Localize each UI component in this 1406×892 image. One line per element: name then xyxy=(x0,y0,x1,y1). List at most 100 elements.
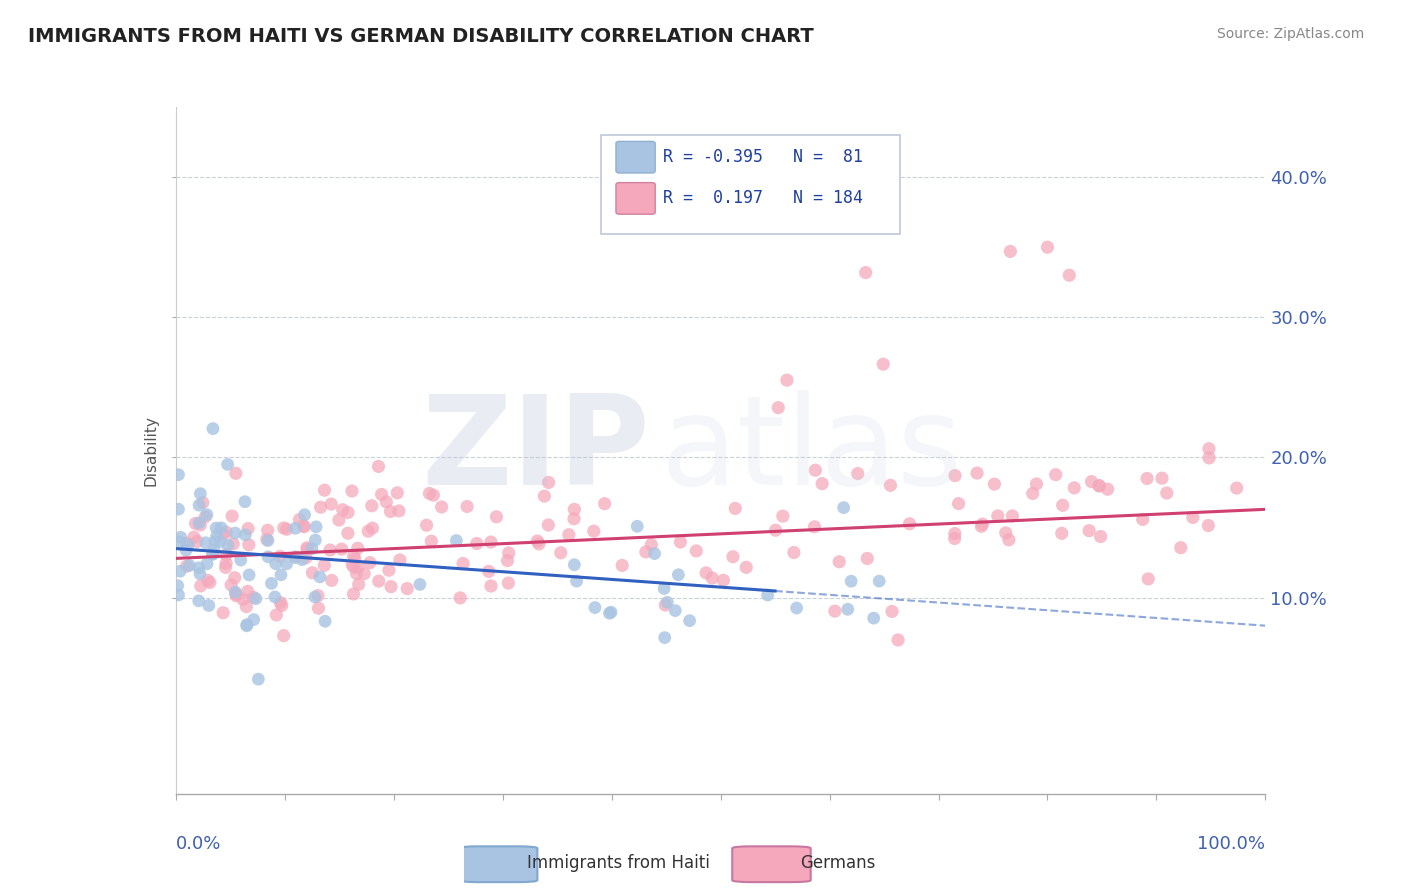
Point xyxy=(309,500,332,515)
Point xyxy=(803,520,825,534)
Point xyxy=(304,533,326,547)
Point xyxy=(307,589,329,603)
Point xyxy=(212,606,235,620)
Point xyxy=(422,488,444,502)
Point xyxy=(396,582,419,596)
Point xyxy=(225,467,247,481)
Point xyxy=(177,538,200,552)
Point xyxy=(273,521,295,535)
Point xyxy=(498,576,520,591)
Point xyxy=(357,524,380,539)
Point xyxy=(236,617,259,632)
Point xyxy=(880,604,903,618)
Point xyxy=(209,534,232,549)
Point xyxy=(652,582,675,596)
Point xyxy=(1226,481,1249,495)
Point xyxy=(270,596,292,610)
Point xyxy=(305,520,328,534)
Point xyxy=(215,548,238,562)
Point xyxy=(215,525,238,540)
Point xyxy=(233,528,256,542)
Point xyxy=(314,558,336,573)
Point xyxy=(496,553,519,567)
Point xyxy=(214,560,236,574)
Point xyxy=(343,549,366,564)
Point xyxy=(612,558,634,573)
Point xyxy=(387,486,409,500)
Point xyxy=(873,212,896,227)
Point xyxy=(828,555,851,569)
Point xyxy=(284,549,307,564)
Point xyxy=(735,560,758,574)
Point xyxy=(297,542,319,557)
Point xyxy=(550,546,572,560)
Point xyxy=(198,599,221,613)
Point xyxy=(804,463,827,477)
Point xyxy=(1137,572,1160,586)
Point xyxy=(582,524,605,538)
Point xyxy=(361,521,384,535)
Point xyxy=(370,487,392,501)
Point xyxy=(868,574,890,588)
Point xyxy=(292,518,315,533)
Point xyxy=(756,588,779,602)
Point xyxy=(1198,450,1220,465)
Point xyxy=(565,574,588,588)
Point xyxy=(872,357,894,371)
Point xyxy=(238,538,260,552)
Point xyxy=(167,502,190,516)
Point xyxy=(418,486,440,500)
Point xyxy=(232,592,254,607)
Point xyxy=(948,497,970,511)
Point xyxy=(887,632,910,647)
Text: Immigrants from Haiti: Immigrants from Haiti xyxy=(527,854,710,872)
Point xyxy=(217,538,239,552)
Point xyxy=(235,599,257,614)
Point xyxy=(846,467,869,481)
Point xyxy=(264,557,287,571)
Point xyxy=(314,614,336,628)
Point xyxy=(772,509,794,524)
Point xyxy=(292,520,315,534)
Point xyxy=(183,530,205,544)
Point xyxy=(336,526,359,541)
Point xyxy=(212,527,235,541)
Point xyxy=(1132,512,1154,526)
Point xyxy=(1150,471,1173,485)
Point xyxy=(527,537,550,551)
FancyBboxPatch shape xyxy=(616,183,655,214)
Point xyxy=(558,527,581,541)
Point xyxy=(257,533,280,548)
Point xyxy=(270,599,292,613)
Point xyxy=(219,578,242,592)
Point xyxy=(321,574,343,588)
Point xyxy=(765,523,787,537)
Point xyxy=(347,560,370,574)
Point xyxy=(583,600,606,615)
Point xyxy=(898,516,921,531)
Point xyxy=(783,545,806,559)
Point xyxy=(1181,510,1204,524)
Point xyxy=(256,533,278,547)
Point xyxy=(1001,508,1024,523)
Point xyxy=(430,500,453,514)
Point xyxy=(194,535,217,549)
Point xyxy=(359,556,381,570)
Point xyxy=(340,483,363,498)
Point xyxy=(713,574,735,588)
Point xyxy=(190,486,212,500)
Point xyxy=(225,587,247,601)
Point xyxy=(294,508,316,522)
Point xyxy=(479,535,502,549)
Point xyxy=(776,373,799,387)
Point xyxy=(451,557,474,571)
Point xyxy=(291,552,314,566)
Point xyxy=(664,603,686,617)
Point xyxy=(176,536,198,550)
Point xyxy=(1088,478,1111,492)
Point xyxy=(295,541,318,555)
Point xyxy=(721,549,744,564)
Point xyxy=(347,577,370,591)
Point xyxy=(626,519,648,533)
Point xyxy=(478,565,501,579)
